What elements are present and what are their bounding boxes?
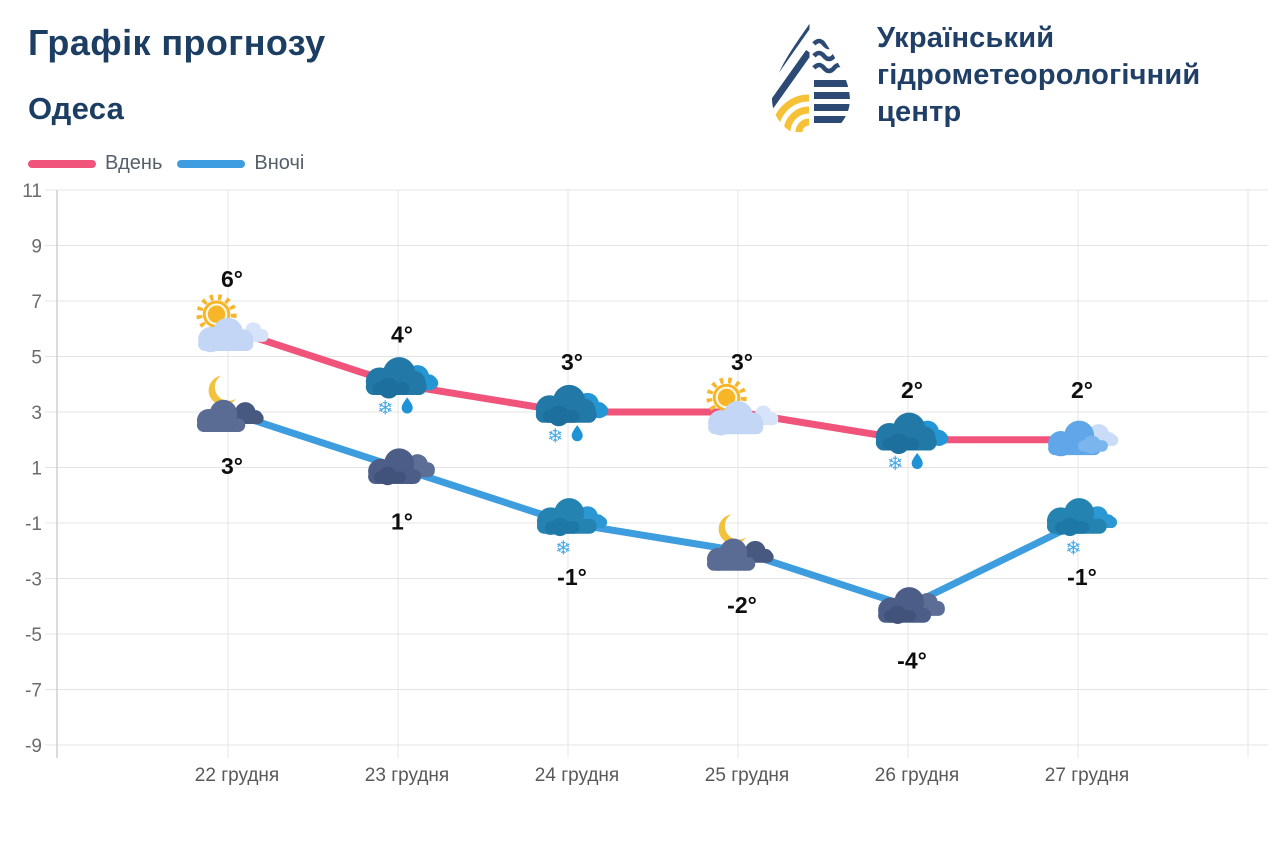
- temp-label-night: -4°: [897, 647, 927, 673]
- night-line: [224, 408, 1082, 610]
- temp-label-day: 2°: [901, 377, 923, 403]
- temp-label-night: -1°: [557, 564, 587, 590]
- x-tick-label: 24 грудня: [535, 765, 619, 786]
- legend-item-night: Вночі: [177, 152, 304, 175]
- temp-label-day: 4°: [391, 321, 413, 347]
- logo-text-line: гідрометеорологічний: [877, 59, 1201, 91]
- uhmc-logo-text: Український гідрометеорологічний центр: [877, 20, 1200, 131]
- weather-icon-clouds-snow: [1046, 498, 1118, 557]
- temp-label-night: 3°: [221, 453, 243, 479]
- y-tick-label: 11: [22, 181, 42, 202]
- temp-label-day: 3°: [561, 349, 583, 375]
- y-tick-label: 7: [31, 292, 42, 313]
- y-tick-label: -1: [25, 514, 42, 535]
- forecast-chart: ❄: [22, 181, 1268, 786]
- uhmc-logo: Український гідрометеорологічний центр: [760, 20, 1200, 138]
- y-tick-label: 1: [31, 459, 42, 480]
- temp-label-night: -2°: [727, 592, 757, 618]
- temp-label-day: 2°: [1071, 377, 1093, 403]
- page-title: Графік прогнозу: [28, 22, 326, 63]
- y-tick-label: -7: [25, 681, 42, 702]
- night-line-swatch: [177, 159, 246, 168]
- day-line-swatch: [28, 159, 96, 168]
- temp-label-day: 3°: [731, 349, 753, 375]
- weather-icon-clouds-sleet: [875, 412, 949, 474]
- x-tick-label: 23 грудня: [365, 765, 449, 786]
- day-line: [224, 325, 1082, 444]
- page-subtitle: Одеса: [28, 91, 125, 126]
- chart-legend: Вдень Вночі: [28, 152, 304, 175]
- x-tick-label: 26 грудня: [875, 765, 959, 786]
- weather-icon-sun-cloud: [198, 297, 268, 352]
- legend-label-day: Вдень: [105, 152, 163, 174]
- x-tick-label: 22 грудня: [195, 765, 279, 786]
- header-titles: Графік прогнозу Одеса: [28, 22, 326, 127]
- y-tick-label: 5: [31, 348, 42, 369]
- weather-icon-clouds-sleet: [365, 357, 439, 419]
- temp-label-day: 6°: [221, 266, 243, 292]
- temp-label-night: -1°: [1067, 564, 1097, 590]
- y-tick-label: -9: [25, 736, 42, 757]
- weather-icon-sun-cloud: [708, 380, 778, 435]
- weather-icon-clouds-sleet: [535, 384, 609, 446]
- y-tick-label: -3: [25, 570, 42, 591]
- uhmc-drop-icon: [772, 21, 850, 137]
- logo-text-line: центр: [877, 96, 962, 128]
- x-tick-label: 25 грудня: [705, 765, 789, 786]
- logo-text-line: Український: [877, 22, 1055, 54]
- legend-label-night: Вночі: [254, 152, 305, 174]
- legend-item-day: Вдень: [28, 152, 162, 175]
- x-tick-label: 27 грудня: [1045, 765, 1129, 786]
- y-tick-label: 3: [31, 403, 42, 424]
- weather-icon-moon-clouds: [196, 375, 264, 432]
- y-tick-label: 9: [31, 237, 42, 258]
- y-tick-label: -5: [25, 625, 42, 646]
- temp-label-night: 1°: [391, 509, 413, 535]
- weather-icon-clouds-light: [1048, 420, 1119, 457]
